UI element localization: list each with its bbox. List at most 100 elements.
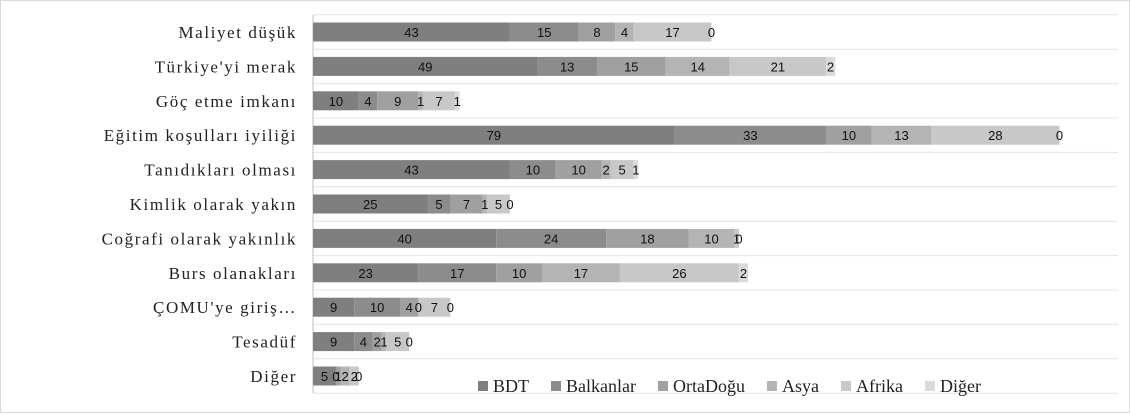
data-label-asya-tesaduf: 1 (380, 335, 387, 350)
bar-segment-diger-turkiye-yi-merak (825, 56, 836, 76)
data-label-afrika-turkiye-yi-merak: 21 (771, 59, 785, 74)
data-label-afrika-maliyet-dusuk: 17 (665, 25, 679, 40)
bar-segment-afrika-goc-etme-imkani (422, 91, 455, 111)
legend-label-ortadogu: OrtaDoğu (673, 376, 745, 396)
bar-segment-bdt-egitim-kosullari-iyiligi (313, 125, 675, 145)
legend-swatch-afrika (840, 381, 851, 391)
data-label-diger-maliyet-dusuk: 0 (708, 25, 715, 40)
bar-segment-bdt-cografi-olarak-yakinlik (313, 228, 497, 248)
data-label-bdt-comu-ye-giris: 9 (330, 300, 337, 315)
data-label-afrika-tanidiklari-olmasi: 5 (619, 163, 626, 178)
bar-segment-asya-maliyet-dusuk (615, 22, 634, 42)
data-label-balkanlar-maliyet-dusuk: 15 (537, 25, 551, 40)
data-label-bdt-tesaduf: 9 (330, 335, 337, 350)
bar-segment-balkanlar-turkiye-yi-merak (537, 56, 597, 76)
legend: BDT Balkanlar OrtaDoğu Asya Afrika Diğer (478, 376, 981, 396)
data-label-bdt-egitim-kosullari-iyiligi: 79 (487, 128, 501, 143)
data-label-balkanlar-turkiye-yi-merak: 13 (560, 59, 574, 74)
data-label-balkanlar-egitim-kosullari-iyiligi: 33 (743, 128, 757, 143)
data-label-balkanlar-burs-olanaklari: 17 (450, 266, 464, 281)
bar-segment-asya-burs-olanaklari (542, 263, 620, 283)
bar-segment-asya-egitim-kosullari-iyiligi (871, 125, 932, 145)
data-label-balkanlar-cografi-olarak-yakinlik: 24 (544, 231, 558, 246)
data-label-bdt-diger: 5 (321, 369, 328, 384)
legend-label-diger: Diğer (940, 376, 981, 396)
bar-segment-bdt-diger (313, 366, 336, 386)
data-label-asya-diger: 2 (341, 369, 348, 384)
bar-segment-ortadogu-cografi-olarak-yakinlik (606, 228, 689, 248)
category-label-comu-ye-giris: ÇOMU'ye giriş… (153, 298, 297, 317)
data-label-afrika-kimlik-olarak-yakin: 5 (495, 197, 502, 212)
bar-segment-ortadogu-goc-etme-imkani (377, 91, 419, 111)
category-label-turkiye-yi-merak: Türkiye'yi merak (155, 57, 297, 76)
data-label-afrika-burs-olanaklari: 26 (672, 266, 686, 281)
data-label-asya-maliyet-dusuk: 4 (621, 25, 628, 40)
bar-segment-ortadogu-maliyet-dusuk (578, 22, 616, 42)
bar-segment-bdt-tesaduf (313, 332, 355, 352)
data-label-balkanlar-diger: 0 (332, 369, 339, 384)
data-label-ortadogu-tanidiklari-olmasi: 10 (571, 163, 585, 178)
category-label-tanidiklari-olmasi: Tanıdıkları olması (144, 161, 297, 180)
data-labels: 43 15 8 4 17 049 13 15 14 21 210 4 9 1 7 179 33 10 13 28 043… (321, 25, 1063, 384)
data-label-ortadogu-maliyet-dusuk: 8 (593, 25, 600, 40)
data-label-ortadogu-tesaduf: 2 (374, 335, 381, 350)
data-label-diger-goc-etme-imkani: 1 (454, 94, 461, 109)
bar-segment-bdt-kimlik-olarak-yakin (313, 194, 428, 214)
data-label-asya-burs-olanaklari: 17 (574, 266, 588, 281)
bar-segment-asya-tanidiklari-olmasi (601, 160, 611, 180)
bar-segment-balkanlar-tanidiklari-olmasi (509, 160, 556, 180)
bar-segment-ortadogu-diger (335, 366, 341, 386)
grid-lines (312, 14, 1118, 394)
data-label-balkanlar-tesaduf: 4 (360, 335, 367, 350)
bar-segment-balkanlar-kimlik-olarak-yakin (427, 194, 451, 214)
bar-segment-ortadogu-tanidiklari-olmasi (555, 160, 602, 180)
bar-segment-ortadogu-comu-ye-giris (400, 297, 419, 317)
category-label-diger: Diğer (250, 367, 297, 386)
data-label-asya-comu-ye-giris: 0 (415, 300, 422, 315)
data-label-bdt-maliyet-dusuk: 43 (404, 25, 418, 40)
legend-label-afrika: Afrika (856, 376, 903, 396)
bar-segment-diger-burs-olanaklari (738, 263, 749, 283)
bar-segment-bdt-turkiye-yi-merak (313, 56, 538, 76)
data-label-balkanlar-goc-etme-imkani: 4 (364, 94, 371, 109)
data-label-ortadogu-kimlik-olarak-yakin: 7 (463, 197, 470, 212)
data-label-afrika-egitim-kosullari-iyiligi: 28 (988, 128, 1002, 143)
data-label-asya-kimlik-olarak-yakin: 1 (481, 197, 488, 212)
bar-segment-asya-kimlik-olarak-yakin (482, 194, 488, 214)
category-label-egitim-kosullari-iyiligi: Eğitim koşulları iyiliği (104, 126, 297, 145)
bar-segment-ortadogu-kimlik-olarak-yakin (450, 194, 483, 214)
data-label-diger-tanidiklari-olmasi: 1 (632, 163, 639, 178)
legend-label-asya: Asya (782, 376, 819, 396)
category-label-cografi-olarak-yakinlik: Coğrafi olarak yakınlık (102, 229, 297, 248)
data-label-diger-kimlik-olarak-yakin: 0 (506, 197, 513, 212)
bar-segment-balkanlar-tesaduf (354, 332, 373, 352)
legend-label-bdt: BDT (493, 376, 529, 396)
bar-segment-balkanlar-goc-etme-imkani (358, 91, 378, 111)
data-label-diger-burs-olanaklari: 2 (740, 266, 747, 281)
data-label-afrika-comu-ye-giris: 7 (431, 300, 438, 315)
data-label-bdt-cografi-olarak-yakinlik: 40 (397, 231, 411, 246)
data-label-ortadogu-cografi-olarak-yakinlik: 18 (640, 231, 654, 246)
legend-swatch-bdt (478, 381, 488, 391)
bar-segment-balkanlar-burs-olanaklari (418, 263, 497, 283)
data-label-balkanlar-kimlik-olarak-yakin: 5 (435, 197, 442, 212)
legend-swatch-ortadogu (657, 381, 668, 391)
bar-segment-ortadogu-burs-olanaklari (496, 263, 542, 283)
data-label-ortadogu-diger: 1 (335, 369, 342, 384)
bar-segment-afrika-burs-olanaklari (619, 263, 739, 283)
data-label-ortadogu-turkiye-yi-merak: 15 (624, 59, 638, 74)
data-label-bdt-goc-etme-imkani: 10 (329, 94, 343, 109)
data-label-balkanlar-tanidiklari-olmasi: 10 (526, 163, 540, 178)
category-label-tesaduf: Tesadüf (232, 333, 297, 352)
bar-segment-asya-cografi-olarak-yakinlik (688, 228, 735, 248)
bar-segment-bdt-maliyet-dusuk (313, 22, 510, 42)
data-label-ortadogu-comu-ye-giris: 4 (406, 300, 413, 315)
bar-segment-afrika-egitim-kosullari-iyiligi (931, 125, 1060, 145)
bar-segment-afrika-tanidiklari-olmasi (610, 160, 634, 180)
bar-segment-diger-goc-etme-imkani (454, 91, 460, 111)
data-label-ortadogu-goc-etme-imkani: 9 (394, 94, 401, 109)
bar-segment-asya-tesaduf (381, 332, 387, 352)
bar-segment-ortadogu-egitim-kosullari-iyiligi (825, 125, 872, 145)
